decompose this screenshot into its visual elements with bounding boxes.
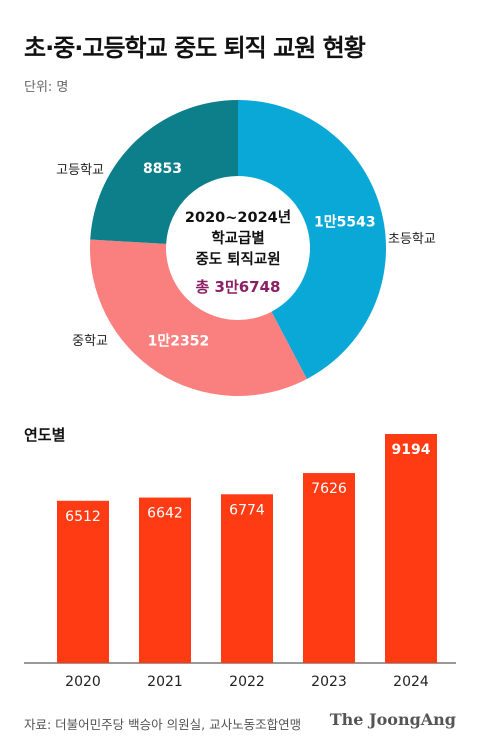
bar-2024	[385, 434, 437, 663]
x-tick-2020: 2020	[65, 674, 101, 690]
slice-name-elementary: 초등학교	[388, 232, 436, 247]
bar-value-2024: 9194	[392, 442, 431, 458]
bar-chart-title: 연도별	[24, 426, 66, 444]
slice-high	[90, 100, 238, 244]
slice-value-elementary: 1만5543	[314, 215, 376, 231]
bar-2021	[139, 497, 191, 663]
bar-value-2023: 7626	[311, 481, 347, 497]
bar-value-2021: 6642	[147, 506, 183, 522]
x-tick-2023: 2023	[311, 674, 347, 690]
bar-value-2022: 6774	[229, 502, 265, 518]
slice-name-middle: 중학교	[72, 334, 108, 349]
donut-center-text: 2020~2024년	[185, 209, 291, 226]
slice-value-high: 8853	[143, 161, 182, 177]
slice-middle	[90, 239, 307, 397]
donut-center-text: 중도 퇴직교원	[195, 250, 280, 268]
donut-chart: 1만5543 초등학교 1만2352 중학교 8853 고등학교 2020~2024년학교급…	[56, 100, 436, 397]
bar-2022	[221, 494, 273, 663]
x-tick-2024: 2024	[393, 674, 429, 690]
x-tick-2021: 2021	[147, 674, 183, 690]
slice-name-high: 고등학교	[56, 163, 104, 178]
donut-center-text: 학교급별	[211, 229, 264, 247]
donut-total: 총 3만6748	[195, 278, 280, 296]
slice-elementary	[238, 100, 387, 379]
bar-2023	[303, 473, 355, 663]
slice-value-middle: 1만2352	[148, 333, 210, 349]
bar-value-2020: 6512	[65, 509, 101, 525]
x-tick-2022: 2022	[229, 674, 265, 690]
brand-logo: The JoongAng	[329, 710, 456, 729]
bar-2020	[57, 500, 109, 663]
source-note: 자료: 더불어민주당 백승아 의원실, 교사노동조합연맹	[24, 717, 302, 732]
unit-label: 단위: 명	[24, 80, 69, 95]
page-title: 초·중·고등학교 중도 퇴직 교원 현황	[24, 34, 366, 62]
